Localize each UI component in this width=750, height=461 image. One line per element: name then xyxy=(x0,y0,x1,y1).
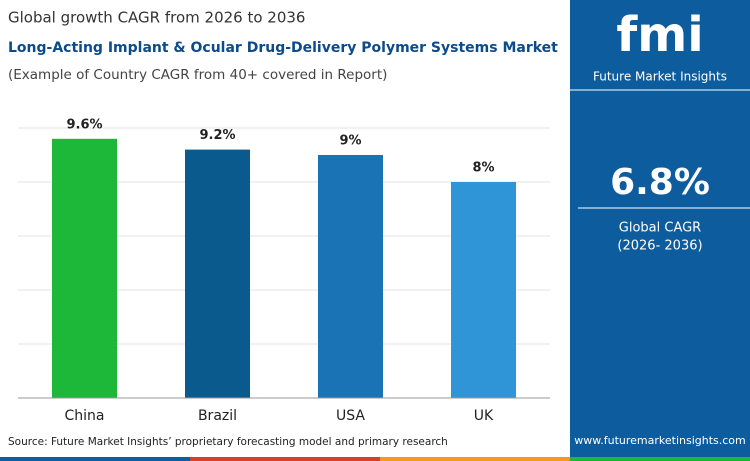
chart-title: Global growth CAGR from 2026 to 2036 xyxy=(8,9,305,27)
x-tick-label: UK xyxy=(474,408,494,424)
url: www.futuremarketinsights.com xyxy=(574,434,746,447)
headline: 6.8% xyxy=(610,162,710,203)
data-label: 9.2% xyxy=(199,128,235,143)
data-label: 9% xyxy=(339,134,361,149)
bar xyxy=(185,149,250,398)
source: Source: Future Market Insights’ propriet… xyxy=(8,436,448,448)
x-tick-label: China xyxy=(65,408,105,424)
bar xyxy=(52,138,117,399)
x-tick-label: Brazil xyxy=(198,408,237,424)
side-panel xyxy=(570,0,750,457)
chart-subtitle: Long-Acting Implant & Ocular Drug-Delive… xyxy=(8,40,558,56)
bar xyxy=(318,155,383,398)
stripe xyxy=(190,457,380,461)
stripe xyxy=(380,457,570,461)
period: (2026- 2036) xyxy=(617,239,702,254)
bar xyxy=(451,182,516,398)
chart-note: (Example of Country CAGR from 40+ covere… xyxy=(8,67,387,83)
data-label: 9.6% xyxy=(66,117,102,132)
x-tick-label: USA xyxy=(336,408,365,424)
brand: Future Market Insights xyxy=(593,70,727,84)
logo: fmi xyxy=(616,7,703,63)
headline-label: Global CAGR xyxy=(619,221,701,236)
stripe xyxy=(570,457,750,461)
stripe xyxy=(0,457,190,461)
data-label: 8% xyxy=(472,161,494,176)
